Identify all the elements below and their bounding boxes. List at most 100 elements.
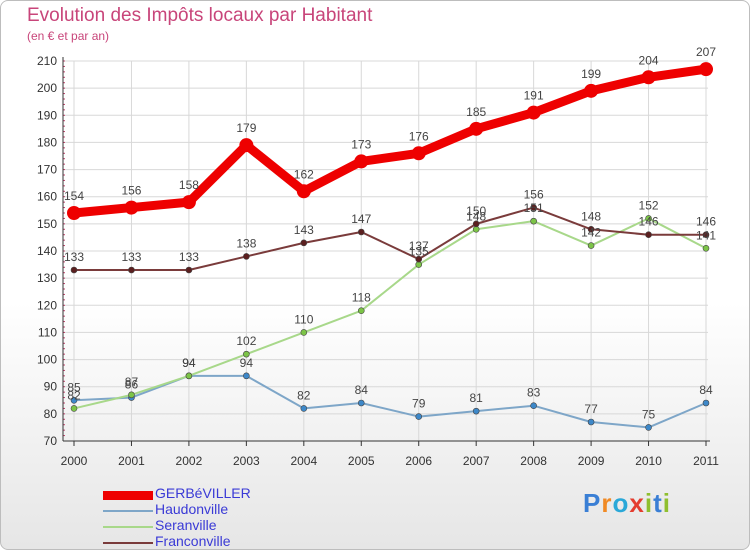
data-point-haudonville xyxy=(530,402,537,410)
y-minor-tick xyxy=(63,353,65,355)
data-point-seranville xyxy=(530,217,537,225)
data-label-franconville: 143 xyxy=(294,223,314,237)
data-point-seranville xyxy=(702,244,710,252)
data-label-haudonville: 84 xyxy=(699,383,713,397)
y-minor-tick xyxy=(63,158,65,160)
data-point-gerb-viller xyxy=(67,206,81,220)
x-tick-label: 2004 xyxy=(290,454,317,468)
y-minor-tick xyxy=(63,272,65,274)
y-tick-label: 130 xyxy=(37,271,57,285)
data-label-franconville: 138 xyxy=(236,236,256,250)
data-label-seranville: 118 xyxy=(352,291,371,305)
y-minor-tick xyxy=(63,93,65,95)
y-minor-tick xyxy=(63,87,65,89)
x-tick-label: 2010 xyxy=(635,454,662,468)
y-minor-tick xyxy=(63,114,65,116)
y-minor-tick xyxy=(63,201,65,203)
x-tick-label: 2002 xyxy=(176,454,203,468)
data-label-seranville: 152 xyxy=(639,198,659,212)
y-minor-tick xyxy=(63,413,65,415)
y-tick-label: 90 xyxy=(44,380,58,394)
data-label-haudonville: 82 xyxy=(297,388,311,402)
y-minor-tick xyxy=(63,277,65,279)
y-minor-tick xyxy=(63,348,65,350)
y-minor-tick xyxy=(63,375,65,377)
data-point-seranville xyxy=(415,261,423,268)
legend-label: Haudonville xyxy=(155,501,229,517)
data-point-haudonville xyxy=(587,418,595,426)
y-minor-tick xyxy=(63,429,65,431)
data-label-gerb-viller: 156 xyxy=(121,184,141,198)
data-label-haudonville: 94 xyxy=(240,356,254,370)
y-minor-tick xyxy=(63,331,65,333)
data-point-gerb-viller xyxy=(584,83,599,98)
data-label-franconville: 156 xyxy=(524,188,544,202)
data-label-seranville: 87 xyxy=(125,375,139,389)
chart-subtitle: (en € et par an) xyxy=(27,29,110,43)
data-label-seranville: 148 xyxy=(466,209,486,223)
logo-letter: x xyxy=(629,488,645,518)
y-tick-label: 150 xyxy=(37,217,57,231)
y-minor-tick xyxy=(63,65,65,67)
y-minor-tick xyxy=(63,169,65,171)
data-point-franconville xyxy=(472,220,480,228)
y-minor-tick xyxy=(63,337,65,339)
logo-letter: t xyxy=(653,488,663,518)
x-tick-label: 2006 xyxy=(405,454,432,468)
data-point-gerb-viller xyxy=(181,195,196,210)
data-point-franconville xyxy=(300,239,308,247)
data-label-franconville: 146 xyxy=(639,215,659,229)
data-point-seranville xyxy=(472,225,480,233)
legend-label: Franconville xyxy=(155,533,231,549)
y-minor-tick xyxy=(63,136,65,138)
y-minor-tick xyxy=(63,261,65,263)
y-minor-tick xyxy=(63,76,65,78)
proxiti-logo: Proxiti xyxy=(583,488,671,519)
data-label-gerb-viller: 204 xyxy=(639,53,659,67)
y-minor-tick xyxy=(63,255,65,257)
data-label-gerb-viller: 191 xyxy=(524,89,544,103)
data-point-franconville xyxy=(702,231,710,239)
data-label-gerb-viller: 176 xyxy=(409,129,429,143)
data-label-seranville: 94 xyxy=(182,356,196,370)
logo-letter: o xyxy=(612,488,630,518)
data-label-seranville: 135 xyxy=(409,245,429,259)
chart-title: Evolution des Impôts locaux par Habitant xyxy=(27,5,373,26)
y-minor-tick xyxy=(63,152,65,154)
x-tick-label: 2000 xyxy=(61,454,88,468)
data-point-gerb-viller xyxy=(239,138,254,153)
y-minor-tick xyxy=(63,386,65,388)
data-point-haudonville xyxy=(415,413,423,420)
data-label-haudonville: 85 xyxy=(67,380,81,394)
data-point-haudonville xyxy=(70,396,78,404)
data-point-seranville xyxy=(70,405,78,412)
data-point-gerb-viller xyxy=(699,62,713,77)
data-label-seranville: 102 xyxy=(236,334,256,348)
y-minor-tick xyxy=(63,190,65,192)
data-point-seranville xyxy=(243,350,250,358)
y-minor-tick xyxy=(63,288,65,290)
data-label-haudonville: 86 xyxy=(125,378,139,392)
data-point-haudonville xyxy=(243,372,250,380)
data-point-gerb-viller xyxy=(124,200,139,215)
y-minor-tick xyxy=(63,71,65,73)
y-minor-tick xyxy=(63,185,65,187)
y-minor-tick xyxy=(63,174,65,176)
x-tick-label: 2007 xyxy=(463,454,490,468)
legend-swatch xyxy=(103,510,153,512)
y-minor-tick xyxy=(63,125,65,127)
y-minor-tick xyxy=(63,120,65,122)
data-point-franconville xyxy=(70,266,78,274)
data-label-franconville: 133 xyxy=(64,250,84,264)
y-minor-tick xyxy=(63,223,65,225)
data-point-haudonville xyxy=(645,424,652,431)
data-point-seranville xyxy=(300,329,308,336)
y-minor-tick xyxy=(63,369,65,371)
legend-swatch xyxy=(103,542,153,544)
legend-swatch xyxy=(103,526,153,528)
series-line-franconville xyxy=(73,206,707,271)
y-tick-label: 80 xyxy=(44,407,58,421)
series-line-seranville xyxy=(73,217,707,410)
